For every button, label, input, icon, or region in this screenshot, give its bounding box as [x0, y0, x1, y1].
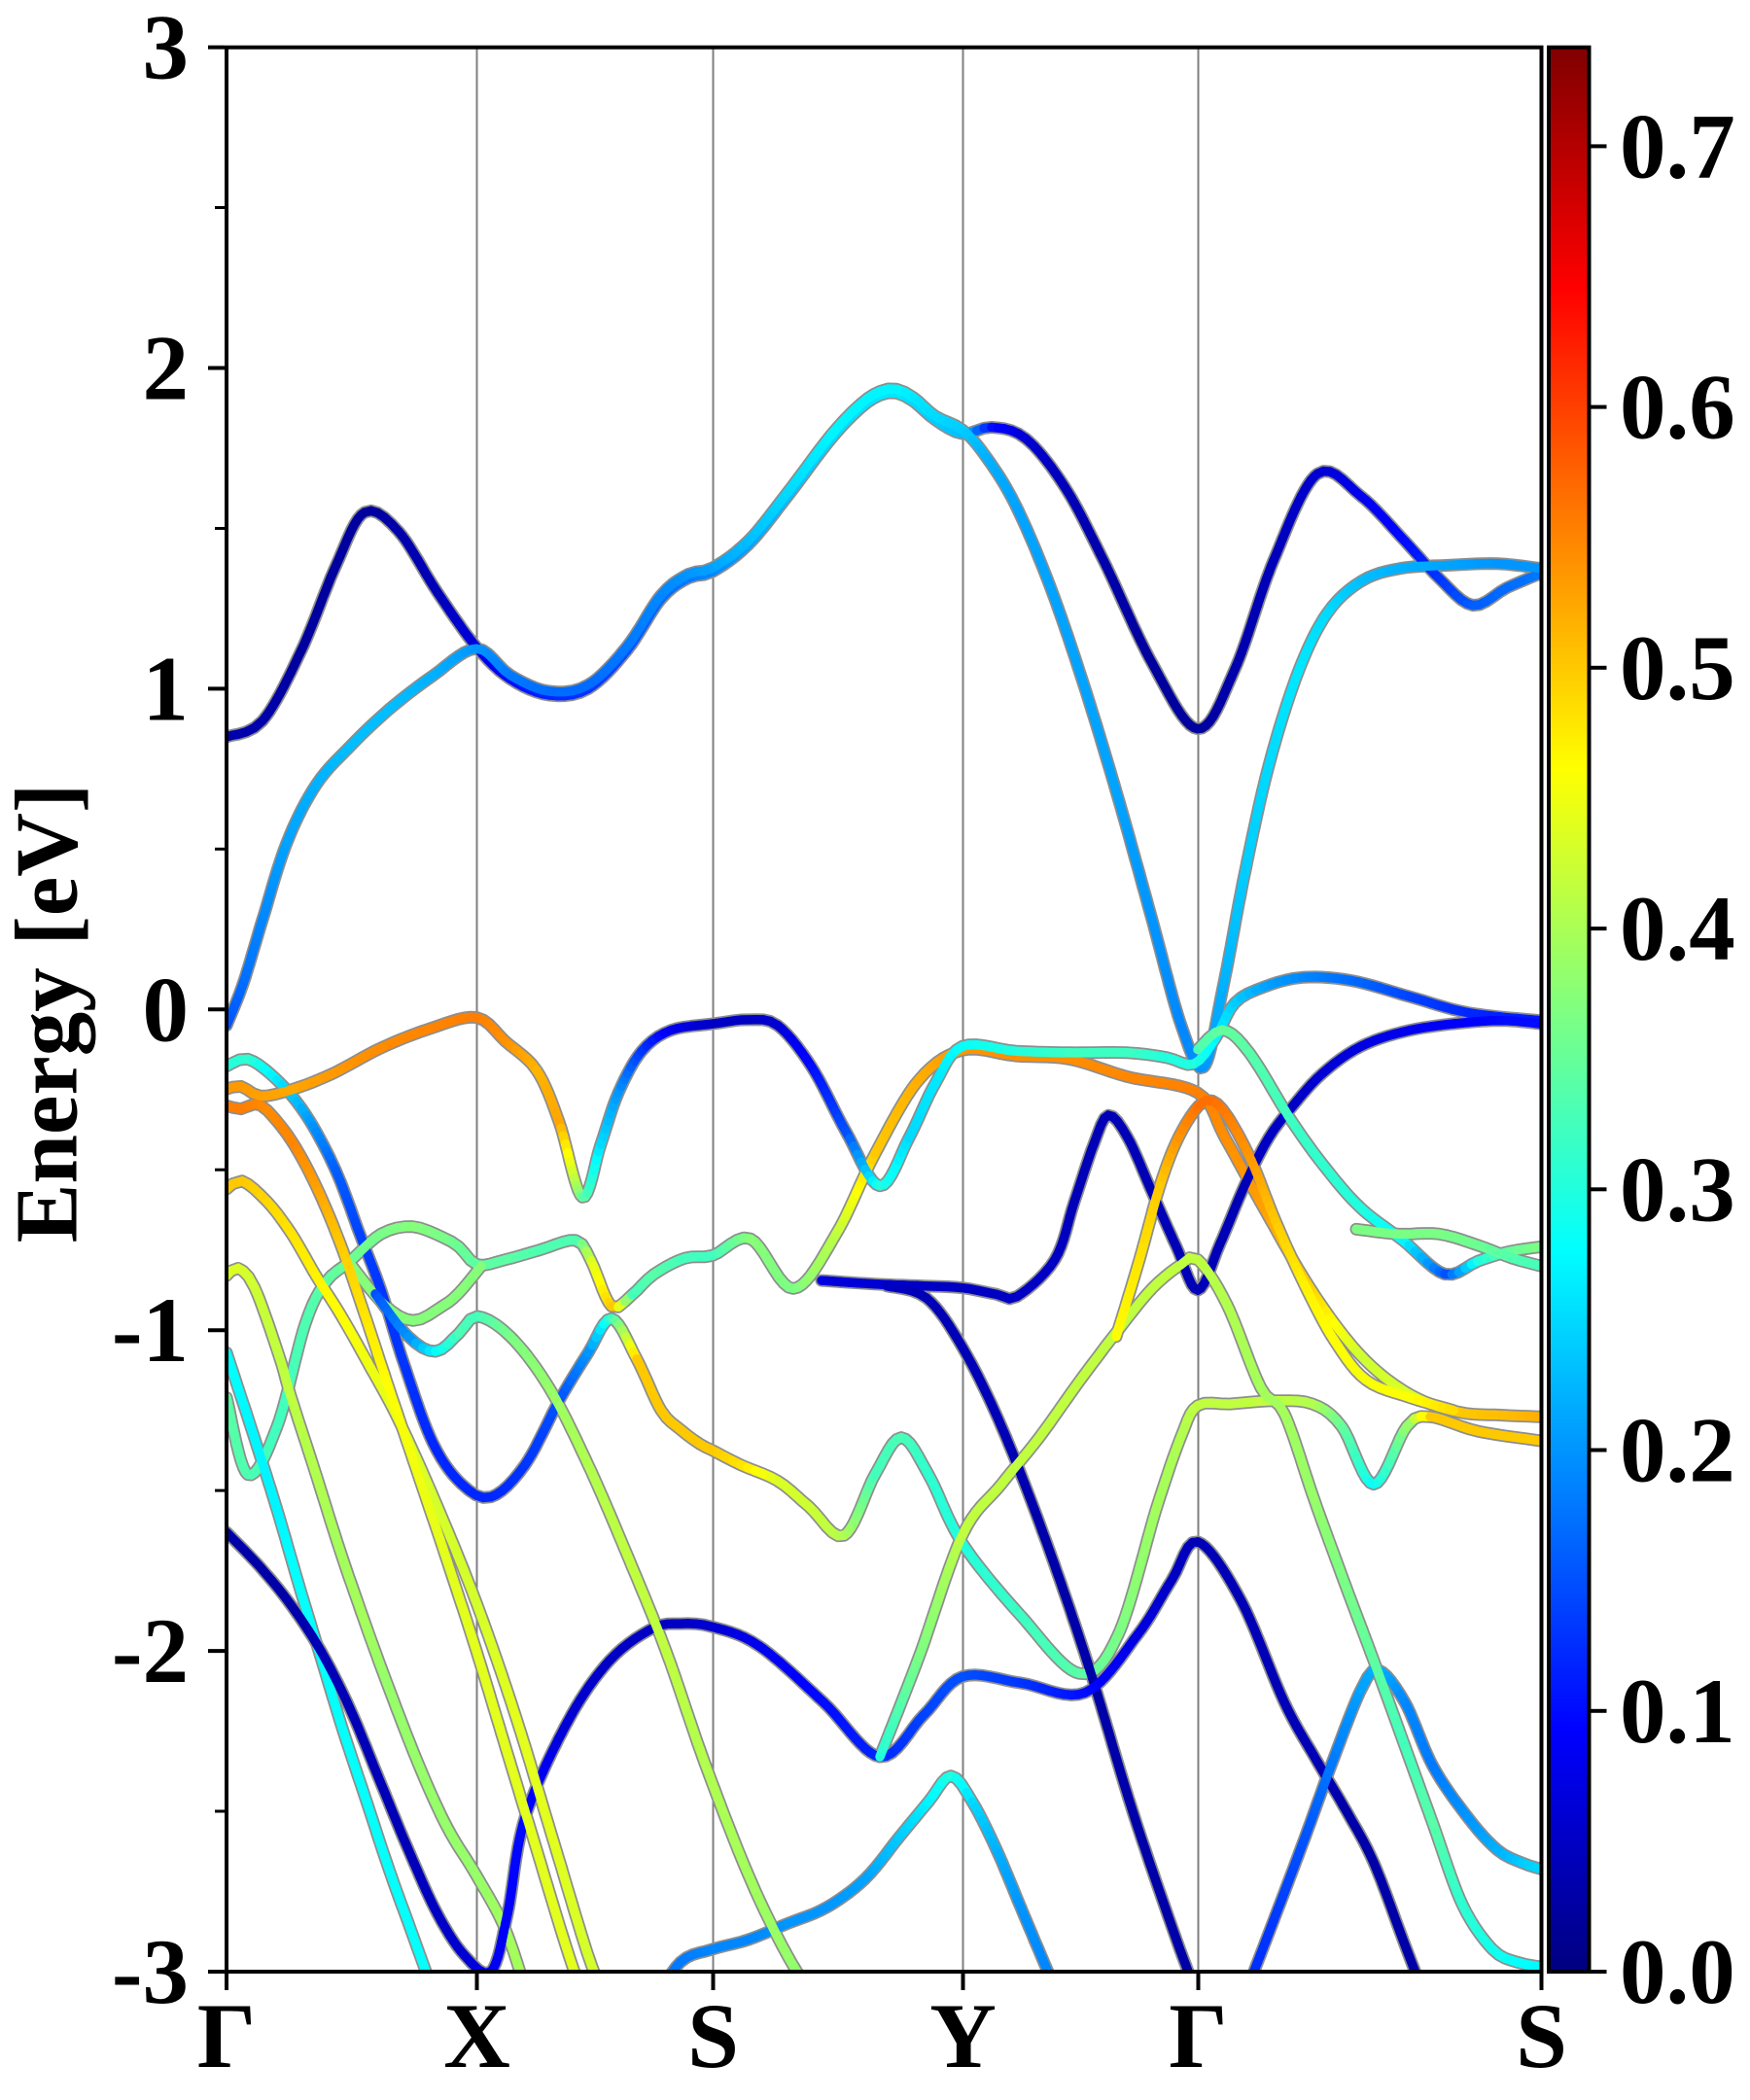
svg-text:0.1: 0.1	[1620, 1660, 1735, 1763]
svg-text:0.5: 0.5	[1620, 616, 1735, 719]
svg-text:Γ: Γ	[197, 1984, 256, 2087]
svg-text:-3: -3	[112, 1920, 189, 2023]
svg-text:0.4: 0.4	[1620, 877, 1735, 980]
svg-text:3: 3	[143, 0, 190, 99]
svg-text:S: S	[1516, 1984, 1567, 2087]
svg-text:Γ: Γ	[1169, 1984, 1227, 2087]
svg-text:Energy [eV]: Energy [eV]	[0, 784, 96, 1243]
svg-text:0.2: 0.2	[1620, 1399, 1735, 1502]
svg-text:Y: Y	[929, 1984, 997, 2087]
svg-text:0.7: 0.7	[1620, 94, 1735, 197]
svg-text:0.0: 0.0	[1620, 1920, 1735, 2023]
svg-text:-1: -1	[112, 1278, 189, 1382]
svg-text:X: X	[443, 1984, 510, 2087]
svg-text:S: S	[687, 1984, 739, 2087]
svg-text:2: 2	[143, 317, 190, 420]
svg-text:0.6: 0.6	[1620, 356, 1735, 459]
svg-text:-2: -2	[112, 1599, 189, 1702]
svg-text:0: 0	[143, 958, 190, 1061]
svg-text:1: 1	[143, 637, 190, 740]
svg-text:0.3: 0.3	[1620, 1138, 1735, 1241]
